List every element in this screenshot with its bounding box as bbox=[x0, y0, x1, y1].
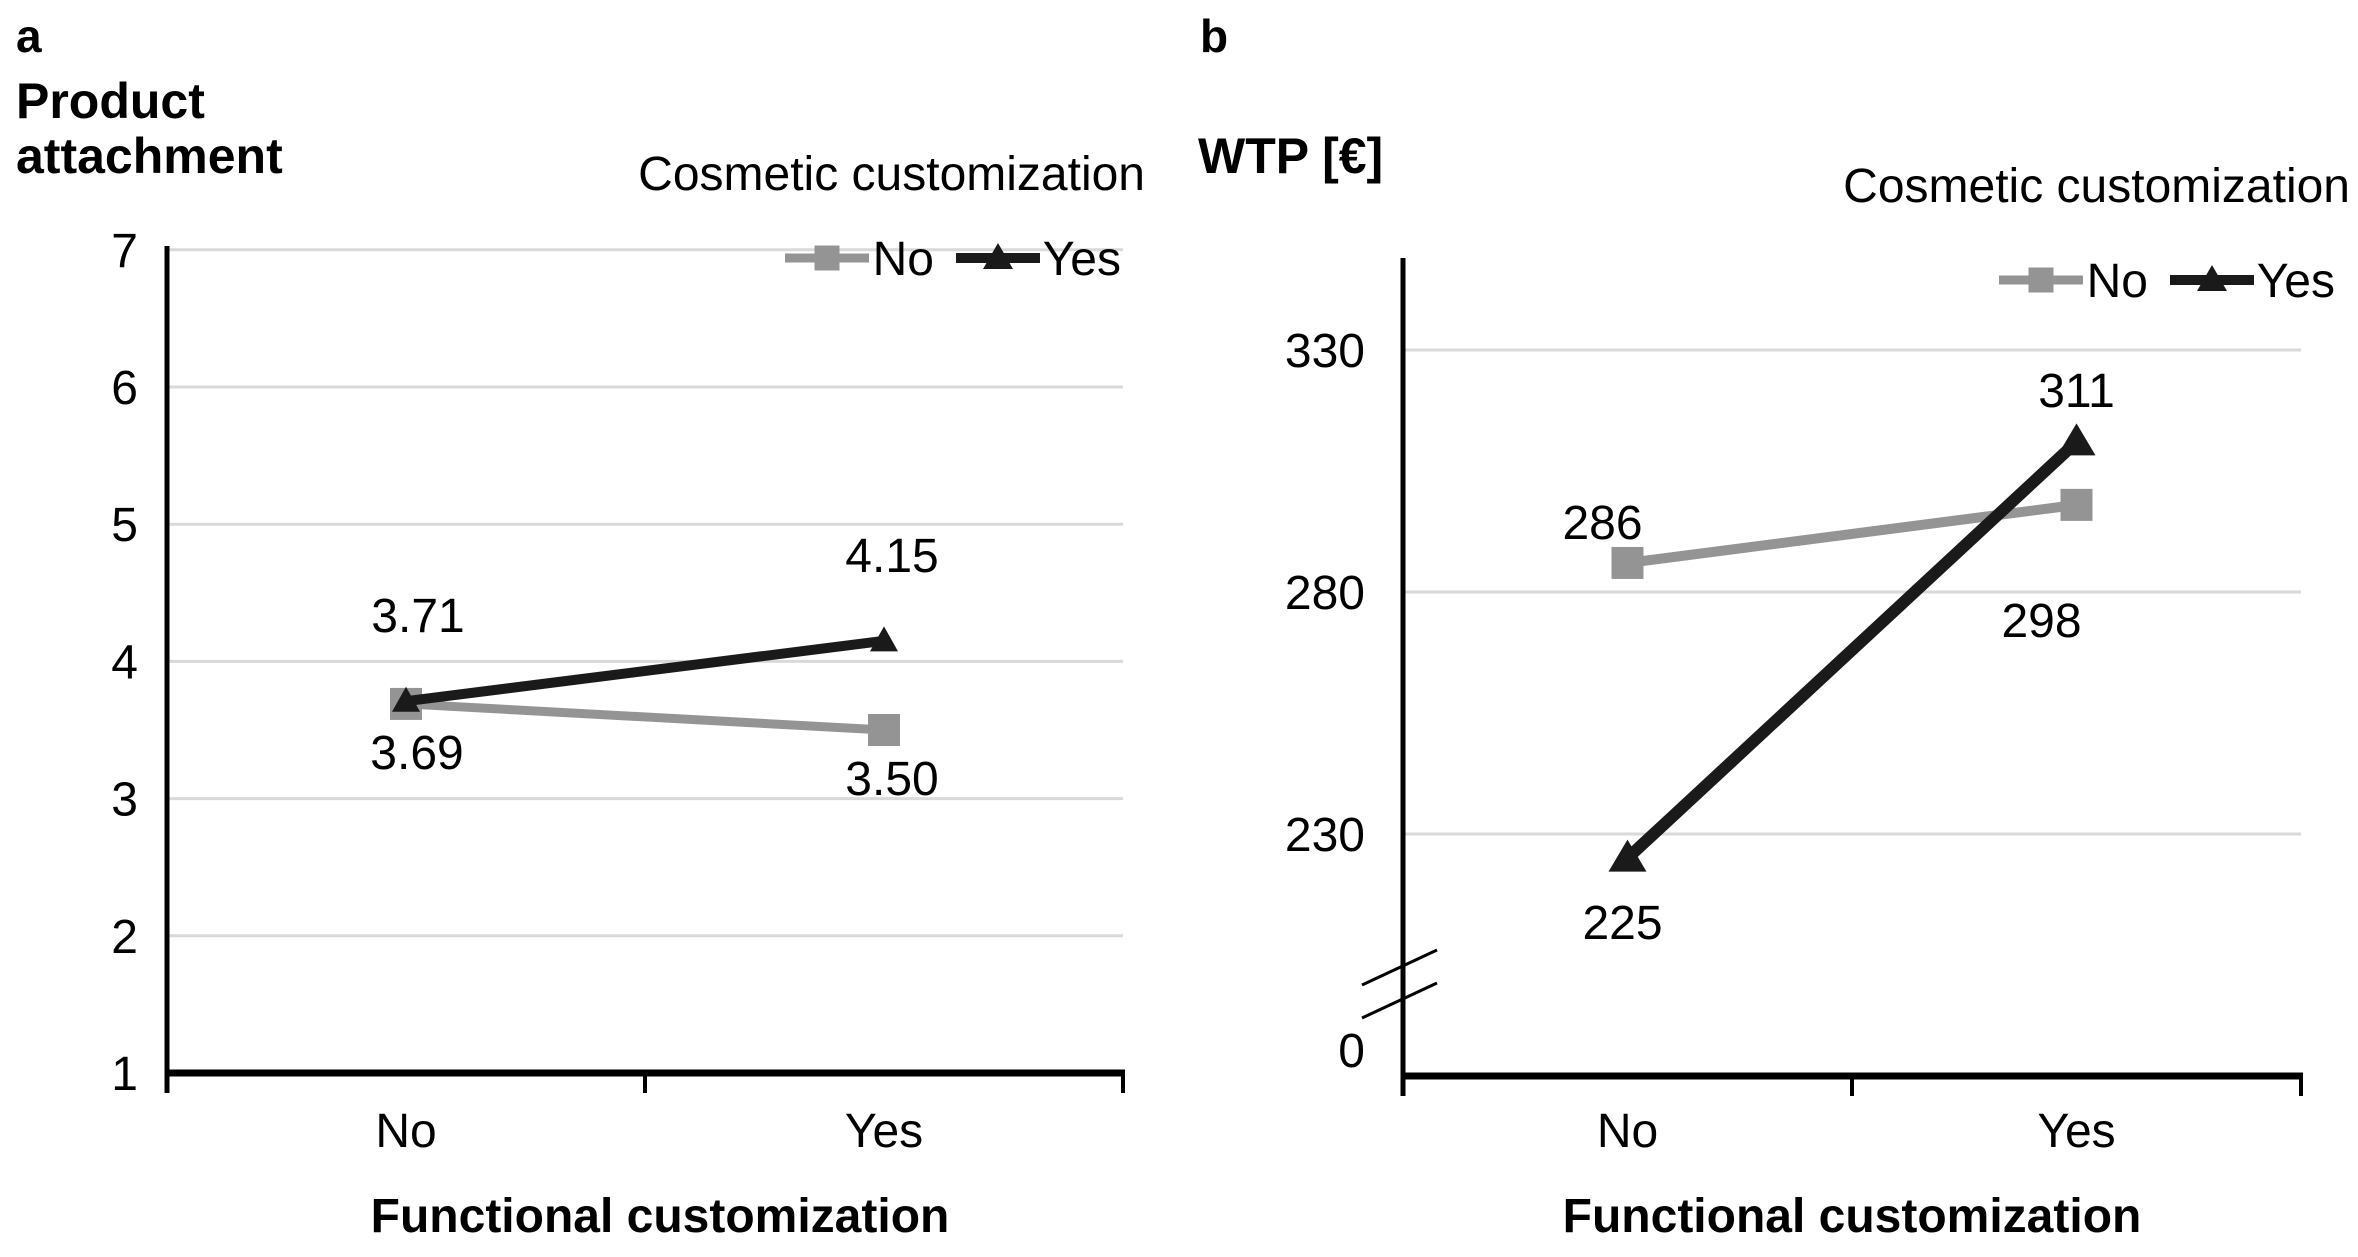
ytick-label-zero: 0 bbox=[1338, 1025, 1365, 1078]
ytick-label: 330 bbox=[1285, 325, 1365, 378]
ytick-label: 3 bbox=[111, 774, 138, 827]
marker-triangle bbox=[2057, 423, 2096, 456]
legend-label-no: No bbox=[2087, 255, 2148, 308]
data-label: 286 bbox=[1562, 497, 1642, 550]
legend-label-yes: Yes bbox=[2257, 255, 2335, 308]
marker-triangle bbox=[392, 686, 420, 712]
data-label: 298 bbox=[2001, 595, 2081, 648]
series-line-no bbox=[1626, 499, 2078, 568]
data-label: 4.15 bbox=[845, 530, 938, 583]
ytick-label: 1 bbox=[111, 1048, 138, 1101]
axis-break-mark bbox=[1361, 948, 1438, 987]
series-line-yes bbox=[1623, 437, 2081, 863]
category-label: Yes bbox=[845, 1105, 923, 1158]
legend-marker-square bbox=[814, 245, 840, 271]
marker-square bbox=[2060, 488, 2093, 521]
x-axis-title: Functional customization bbox=[371, 1190, 950, 1243]
panel-label-b: b bbox=[1200, 10, 1228, 62]
marker-triangle bbox=[870, 626, 898, 652]
legend-title: Cosmetic customization bbox=[1843, 160, 2350, 213]
ytick-label: 2 bbox=[111, 911, 138, 964]
y-axis-title: attachment bbox=[16, 128, 283, 184]
legend-marker-square bbox=[2028, 267, 2054, 293]
legend-marker-triangle bbox=[2197, 265, 2227, 291]
category-label: No bbox=[375, 1105, 436, 1158]
series-line-no bbox=[405, 699, 885, 735]
marker-triangle bbox=[1608, 839, 1647, 872]
legend-title: Cosmetic customization bbox=[638, 148, 1145, 201]
category-label: Yes bbox=[2037, 1105, 2115, 1158]
y-axis-title: WTP [€] bbox=[1198, 128, 1383, 184]
legend-label-no: No bbox=[873, 233, 934, 286]
data-label: 3.71 bbox=[371, 590, 464, 643]
data-label: 311 bbox=[2038, 365, 2115, 418]
ytick-label: 230 bbox=[1285, 809, 1365, 862]
series-line-yes bbox=[405, 635, 885, 707]
data-label: 3.69 bbox=[370, 727, 463, 780]
ytick-label: 280 bbox=[1285, 567, 1365, 620]
panel-label-a: a bbox=[16, 10, 42, 62]
legend-label-yes: Yes bbox=[1043, 233, 1121, 286]
data-label: 3.50 bbox=[845, 753, 938, 806]
ytick-label: 4 bbox=[111, 636, 138, 689]
ytick-label: 7 bbox=[111, 225, 138, 278]
x-axis-title: Functional customization bbox=[1563, 1190, 2142, 1243]
axis-break-mark bbox=[1361, 981, 1438, 1020]
category-label: No bbox=[1597, 1105, 1658, 1158]
marker-square bbox=[1611, 546, 1644, 579]
marker-square bbox=[868, 714, 900, 746]
legend-marker-triangle bbox=[983, 243, 1013, 269]
data-label: 225 bbox=[1582, 897, 1662, 950]
ytick-label: 6 bbox=[111, 362, 138, 415]
ytick-label: 5 bbox=[111, 499, 138, 552]
y-axis-title: Product bbox=[16, 73, 205, 129]
